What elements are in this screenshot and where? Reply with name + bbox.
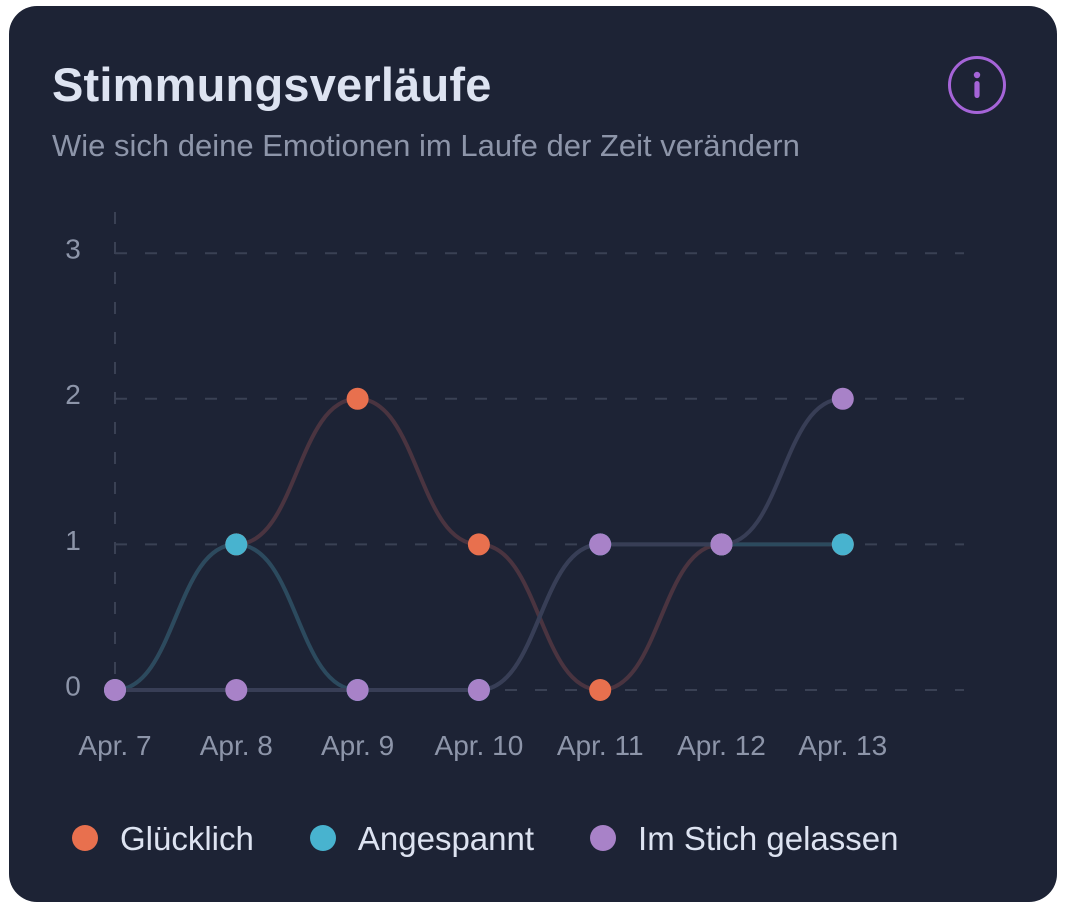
legend-dot <box>72 825 98 851</box>
y-axis-ticks: 0 1 2 3 <box>65 234 81 702</box>
data-point[interactable] <box>589 679 612 701</box>
data-point[interactable] <box>831 387 854 410</box>
series-points <box>104 387 854 701</box>
data-point[interactable] <box>467 679 490 701</box>
legend-dot <box>309 825 336 851</box>
y-tick-label: 2 <box>65 379 81 410</box>
legend-item[interactable]: Glücklich <box>72 822 254 855</box>
x-tick-label: Apr. 13 <box>798 730 887 761</box>
card-title: Stimmungsverläufe <box>52 58 492 111</box>
info-icon <box>973 71 981 98</box>
data-point[interactable] <box>831 533 854 556</box>
data-point[interactable] <box>467 533 490 556</box>
mood-trends-card: Stimmungsverläufe Wie sich deine Emotion… <box>9 6 1057 902</box>
legend-label: Im Stich gelassen <box>638 819 899 857</box>
series-line <box>113 542 845 693</box>
legend-item[interactable]: Angespannt <box>309 819 535 857</box>
legend-dot <box>590 825 617 851</box>
data-point[interactable] <box>225 533 248 556</box>
x-tick-label: Apr. 10 <box>435 730 524 761</box>
x-tick-label: Apr. 12 <box>677 730 766 761</box>
y-tick-label: 3 <box>65 234 81 265</box>
data-point[interactable] <box>346 387 369 410</box>
data-point[interactable] <box>589 533 612 556</box>
data-point[interactable] <box>225 679 248 701</box>
x-tick-label: Apr. 7 <box>78 730 151 761</box>
x-tick-label: Apr. 11 <box>557 730 644 761</box>
info-button[interactable] <box>948 56 1006 114</box>
chart-legend: Glücklich Angespannt Im Stich gelassen <box>72 816 899 860</box>
grid-lines <box>114 212 964 691</box>
y-tick-label: 1 <box>65 525 81 556</box>
data-point[interactable] <box>346 679 369 701</box>
card-subtitle: Wie sich deine Emotionen im Laufe der Ze… <box>52 128 800 163</box>
x-axis-ticks: Apr. 7 Apr. 8 Apr. 9 Apr. 10 Apr. 11 Apr. 12 A… <box>78 730 887 761</box>
data-point[interactable] <box>710 533 733 556</box>
y-tick-label: 0 <box>65 670 81 701</box>
legend-label: Angespannt <box>357 819 535 857</box>
data-point[interactable] <box>104 679 126 701</box>
x-tick-label: Apr. 8 <box>200 730 273 761</box>
legend-item[interactable]: Im Stich gelassen <box>590 819 899 857</box>
x-tick-label: Apr. 9 <box>321 730 394 761</box>
legend-label: Glücklich <box>120 819 254 857</box>
